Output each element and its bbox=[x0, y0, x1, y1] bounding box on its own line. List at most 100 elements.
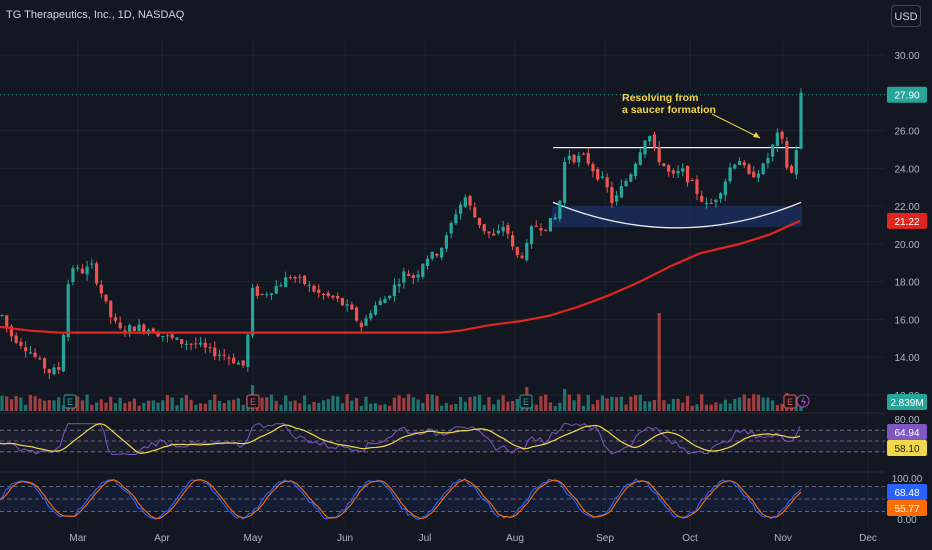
candle-body bbox=[463, 197, 467, 207]
candle-body bbox=[771, 144, 775, 157]
volume-bar bbox=[9, 399, 14, 411]
volume-bar bbox=[99, 399, 103, 411]
volume-bar bbox=[208, 399, 212, 411]
candle-body bbox=[373, 305, 378, 315]
candle-body bbox=[534, 225, 538, 227]
volume-bar bbox=[742, 394, 746, 411]
candle-body bbox=[690, 180, 694, 182]
volume-bar bbox=[118, 397, 122, 411]
candle-body bbox=[458, 204, 463, 214]
volume-bar bbox=[624, 404, 628, 411]
candle-body bbox=[208, 347, 212, 349]
candle-body bbox=[232, 357, 236, 364]
x-tick-label: Dec bbox=[859, 533, 877, 544]
volume-bar bbox=[180, 397, 184, 411]
candle-body bbox=[752, 171, 756, 178]
volume-bar bbox=[629, 396, 633, 411]
candle-body bbox=[511, 235, 515, 247]
currency-button[interactable]: USD bbox=[891, 5, 921, 27]
candle-body bbox=[671, 170, 675, 174]
volume-bar bbox=[752, 394, 756, 411]
volume-bar bbox=[482, 404, 486, 411]
saucer-zone bbox=[552, 147, 802, 229]
candle-body bbox=[222, 354, 226, 356]
y-tick-label: 30.00 bbox=[894, 51, 919, 62]
candle-body bbox=[47, 369, 51, 373]
volume-bar bbox=[165, 395, 170, 411]
candle-body bbox=[175, 337, 179, 340]
candle-body bbox=[170, 334, 174, 338]
volume-bar bbox=[383, 404, 387, 411]
candle-body bbox=[113, 317, 118, 321]
rsi-tick-label: 80.00 bbox=[894, 415, 919, 426]
volume-bar bbox=[203, 403, 207, 411]
volume-bar bbox=[577, 394, 581, 411]
candle-body bbox=[676, 171, 680, 174]
volume-bar bbox=[113, 403, 118, 411]
candle-body bbox=[302, 275, 307, 285]
volume-bar bbox=[690, 405, 694, 411]
volume-bar bbox=[0, 395, 4, 411]
volume-bar bbox=[558, 402, 562, 411]
volume-bar bbox=[175, 405, 179, 411]
volume-bar bbox=[104, 402, 108, 411]
candle-body bbox=[558, 200, 562, 219]
candle-body bbox=[728, 167, 732, 182]
volume-bar bbox=[217, 400, 222, 411]
candle-body bbox=[643, 140, 647, 155]
candle-body bbox=[397, 284, 401, 287]
candle-body bbox=[742, 162, 746, 166]
volume-bar bbox=[563, 389, 567, 411]
candle-body bbox=[619, 186, 623, 198]
candle-body bbox=[151, 328, 155, 334]
candle-body bbox=[761, 163, 765, 175]
candle-body bbox=[737, 161, 742, 166]
candle-body bbox=[85, 266, 89, 275]
candle-body bbox=[265, 294, 269, 296]
candle-body bbox=[5, 315, 9, 327]
volume-bar bbox=[733, 398, 737, 411]
volume-bar bbox=[364, 396, 368, 411]
volume-bar bbox=[14, 395, 18, 411]
volume-bar bbox=[345, 394, 349, 411]
candle-body bbox=[624, 180, 628, 187]
candle-body bbox=[161, 335, 165, 337]
candle-body bbox=[42, 358, 47, 369]
candle-body bbox=[293, 276, 297, 279]
x-tick-label: May bbox=[244, 533, 263, 544]
volume-bar bbox=[440, 405, 444, 411]
volume-bar bbox=[681, 402, 685, 411]
earnings-icon bbox=[63, 394, 77, 409]
dividend-icon-bolt bbox=[801, 396, 806, 407]
candle-body bbox=[652, 134, 657, 148]
volume-bar bbox=[321, 400, 326, 411]
earnings-icon-letter: E bbox=[250, 397, 256, 407]
candle-body bbox=[142, 324, 146, 332]
annotation-arrow bbox=[711, 113, 761, 139]
candle-body bbox=[90, 263, 94, 265]
volume-bar bbox=[288, 401, 292, 411]
volume-bar bbox=[241, 404, 245, 411]
y-tick-label: 14.00 bbox=[894, 353, 919, 364]
candle-body bbox=[496, 230, 501, 234]
candle-body bbox=[775, 132, 779, 146]
candle-body bbox=[430, 251, 434, 259]
volume-value-label-bg bbox=[887, 394, 927, 410]
volume-bar bbox=[307, 404, 311, 411]
candle-body bbox=[529, 226, 534, 245]
volume-bar bbox=[128, 401, 132, 411]
candle-body bbox=[525, 242, 529, 261]
volume-bar bbox=[766, 397, 770, 411]
volume-bar bbox=[28, 394, 32, 411]
volume-bar bbox=[90, 404, 94, 411]
volume-bar bbox=[369, 403, 373, 411]
volume-bar bbox=[80, 400, 84, 411]
volume-bar bbox=[416, 399, 420, 411]
candle-body bbox=[704, 202, 709, 204]
candle-body bbox=[269, 293, 274, 296]
volume-bar bbox=[591, 404, 595, 411]
volume-bar bbox=[648, 401, 652, 411]
candle-body bbox=[241, 360, 245, 366]
candle-body bbox=[411, 275, 415, 279]
